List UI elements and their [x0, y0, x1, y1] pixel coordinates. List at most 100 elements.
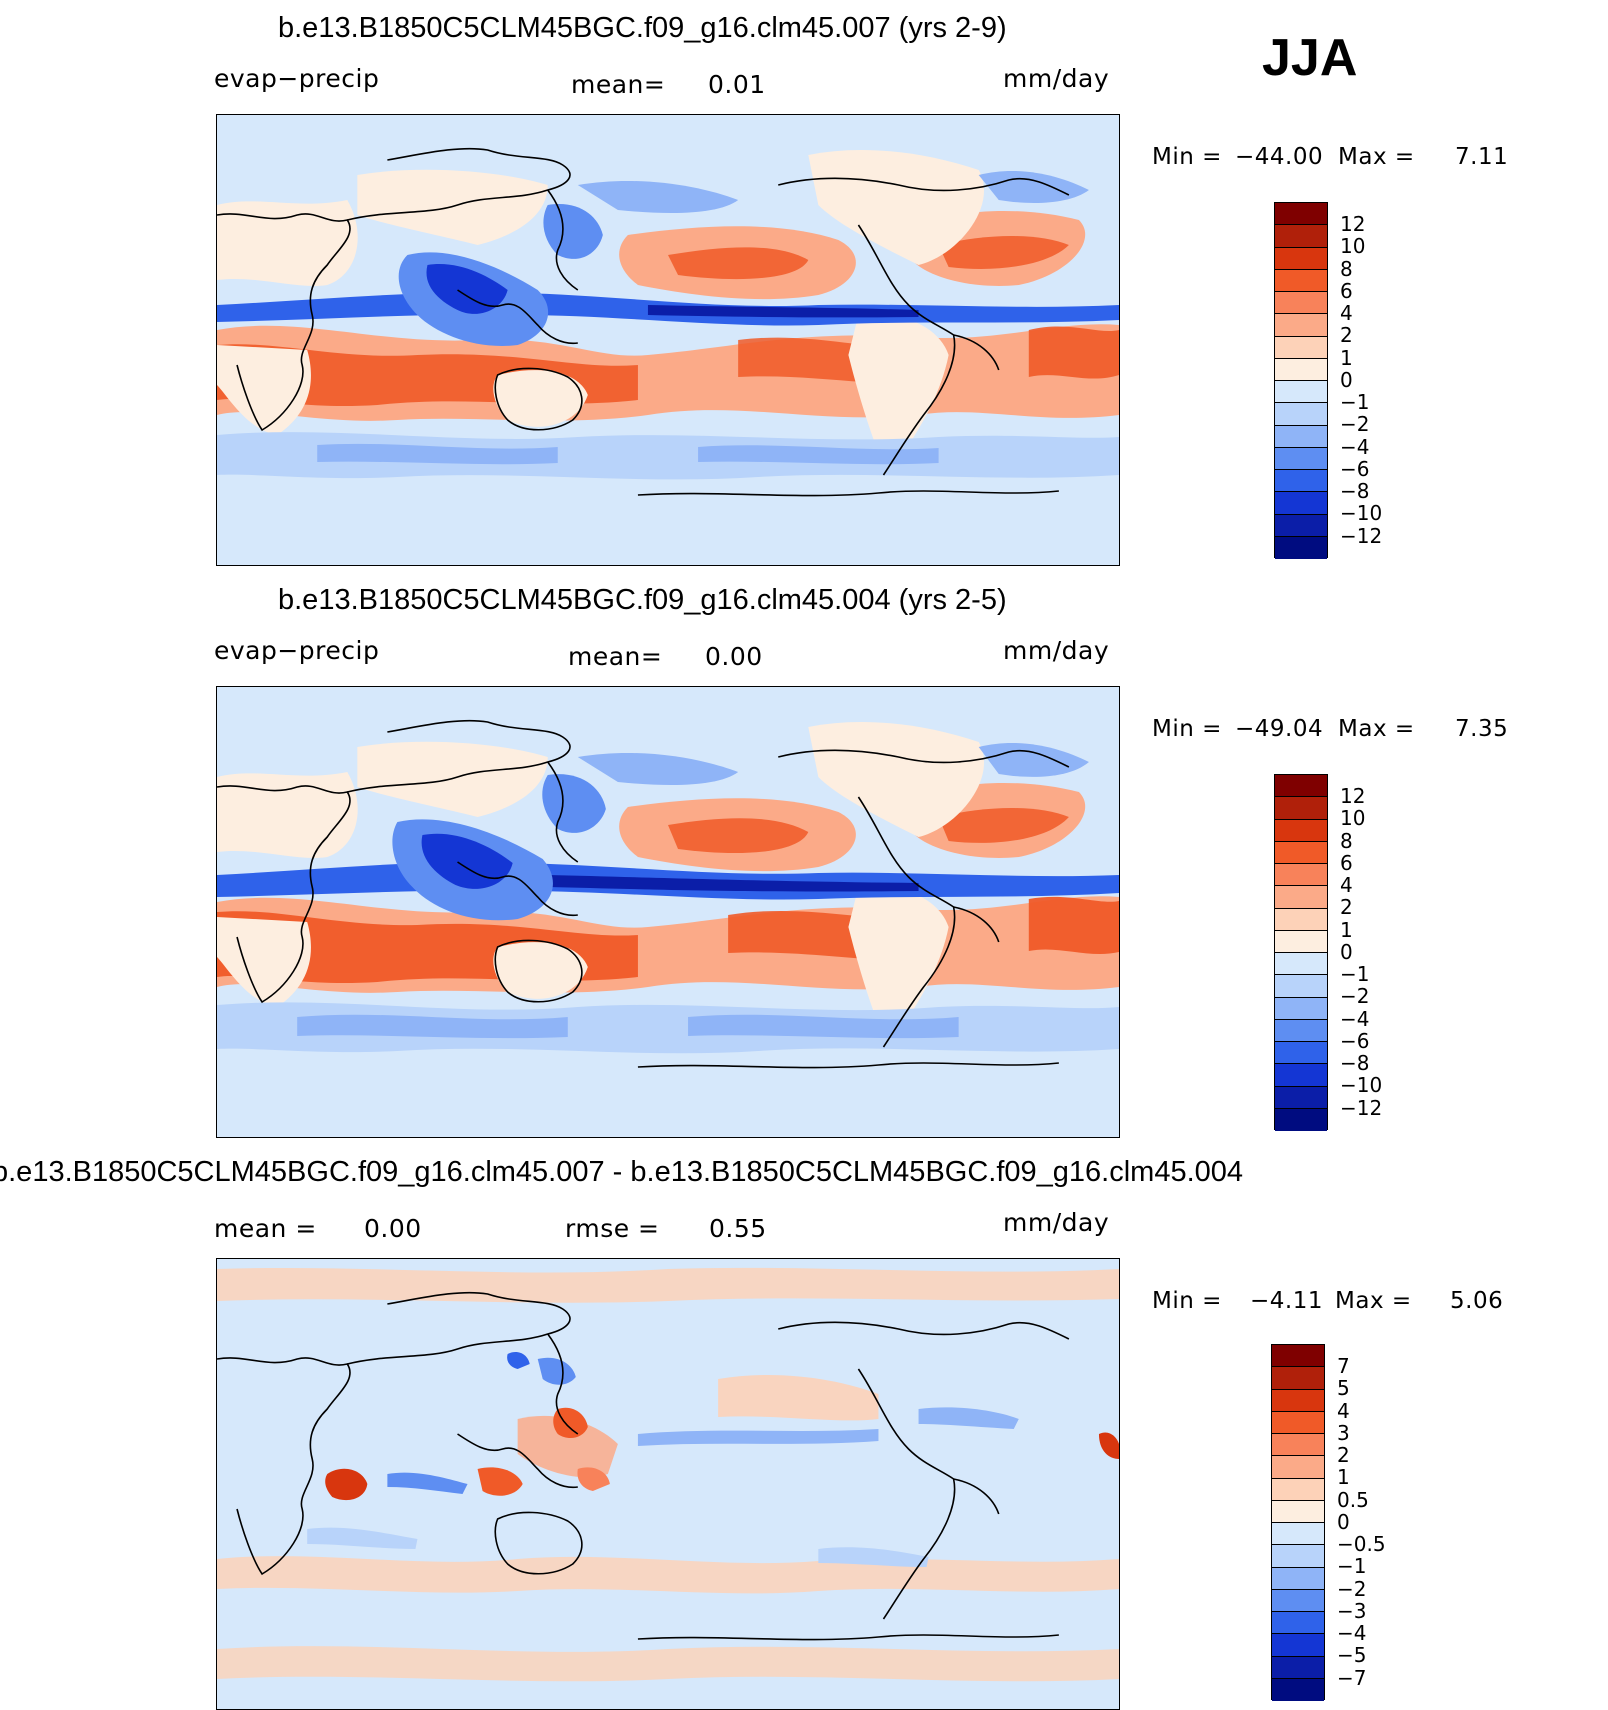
colorbar-tick-label: −2	[1340, 984, 1370, 1008]
panel-3-mean-value: 0.00	[364, 1214, 422, 1243]
colorbar-tick-label: −2	[1337, 1577, 1367, 1601]
panel-1-max-label: Max =	[1338, 144, 1415, 170]
panel-1-colorbar-swatch	[1275, 447, 1327, 470]
colorbar-tick-label: −8	[1340, 479, 1370, 503]
panel-2-colorbar	[1274, 774, 1328, 1131]
panel-2-units: mm/day	[1003, 636, 1110, 665]
panel-2-max-label: Max =	[1338, 716, 1415, 742]
colorbar-tick-label: 0	[1340, 368, 1353, 392]
panel-3-colorbar-swatch	[1272, 1523, 1324, 1546]
panel-3-colorbar-swatch	[1272, 1656, 1324, 1679]
colorbar-tick-label: −1	[1337, 1554, 1367, 1578]
colorbar-tick-label: −3	[1337, 1599, 1367, 1623]
colorbar-tick-label: 3	[1337, 1421, 1350, 1445]
panel-2-min-label: Min =	[1152, 716, 1222, 742]
colorbar-tick-label: 0	[1340, 940, 1353, 964]
panel-2-colorbar-swatch	[1275, 864, 1327, 887]
panel-1-colorbar-swatch	[1275, 492, 1327, 515]
colorbar-tick-label: 12	[1340, 212, 1366, 236]
panel-3-colorbar-swatch	[1272, 1634, 1324, 1657]
colorbar-tick-label: −5	[1337, 1643, 1367, 1667]
panel-3-colorbar-swatch	[1272, 1589, 1324, 1612]
colorbar-tick-label: 8	[1340, 829, 1353, 853]
colorbar-tick-label: −0.5	[1337, 1532, 1386, 1556]
season-label: JJA	[1262, 29, 1358, 87]
panel-2-colorbar-swatch	[1275, 953, 1327, 976]
colorbar-tick-label: 1	[1340, 346, 1353, 370]
colorbar-tick-label: −4	[1340, 1007, 1370, 1031]
panel-1-colorbar-swatch	[1275, 247, 1327, 270]
panel-1-colorbar-swatch	[1275, 381, 1327, 404]
panel-2-map	[216, 686, 1120, 1138]
panel-2-max-value: 7.35	[1455, 716, 1509, 742]
panel-1-min-label: Min =	[1152, 144, 1222, 170]
panel-1-units: mm/day	[1003, 64, 1110, 93]
colorbar-tick-label: 10	[1340, 234, 1366, 258]
panel-2-min-value: −49.04	[1235, 716, 1324, 742]
panel-1-colorbar	[1274, 202, 1328, 559]
panel-2-colorbar-swatch	[1275, 886, 1327, 909]
panel-2-colorbar-swatch	[1275, 819, 1327, 842]
panel-2-colorbar-swatch	[1275, 797, 1327, 820]
panel-1-colorbar-swatch	[1275, 225, 1327, 248]
panel-2-colorbar-swatch	[1275, 1019, 1327, 1042]
panel-3-colorbar-swatch	[1272, 1367, 1324, 1390]
panel-3-colorbar-swatch	[1272, 1478, 1324, 1501]
colorbar-tick-label: −10	[1340, 1073, 1383, 1097]
colorbar-tick-label: −10	[1340, 501, 1383, 525]
colorbar-tick-label: 6	[1340, 851, 1353, 875]
panel-2-colorbar-swatch	[1275, 1042, 1327, 1065]
panel-3-max-value: 5.06	[1450, 1288, 1504, 1314]
colorbar-tick-label: 2	[1337, 1443, 1350, 1467]
panel-1-colorbar-swatch	[1275, 536, 1327, 559]
panel-2-field-label: evap−precip	[214, 636, 380, 665]
colorbar-tick-label: −12	[1340, 524, 1383, 548]
panel-2-colorbar-swatch	[1275, 1108, 1327, 1131]
panel-2-colorbar-swatch	[1275, 841, 1327, 864]
colorbar-tick-label: 12	[1340, 784, 1366, 808]
panel-1-colorbar-swatch	[1275, 203, 1327, 226]
panel-3-rmse-label: rmse =	[565, 1214, 660, 1243]
colorbar-tick-label: 1	[1337, 1465, 1350, 1489]
panel-2-colorbar-swatch	[1275, 1086, 1327, 1109]
panel-1-colorbar-swatch	[1275, 470, 1327, 493]
panel-2-title: b.e13.B1850C5CLM45BGC.f09_g16.clm45.004 …	[278, 584, 1007, 616]
panel-2-mean-label: mean=	[568, 642, 663, 671]
colorbar-tick-label: 8	[1340, 257, 1353, 281]
colorbar-tick-label: 7	[1337, 1354, 1350, 1378]
panel-3-colorbar	[1271, 1344, 1325, 1701]
panel-1-colorbar-swatch	[1275, 514, 1327, 537]
colorbar-tick-label: −7	[1337, 1666, 1367, 1690]
panel-2-colorbar-swatch	[1275, 775, 1327, 798]
panel-3-map	[216, 1258, 1120, 1710]
panel-3-colorbar-swatch	[1272, 1389, 1324, 1412]
panel-1-colorbar-swatch	[1275, 336, 1327, 359]
panel-1-mean-value: 0.01	[708, 70, 766, 99]
panel-3-colorbar-swatch	[1272, 1345, 1324, 1368]
panel-2-colorbar-swatch	[1275, 975, 1327, 998]
panel-3-mean-label: mean =	[214, 1214, 317, 1243]
colorbar-tick-label: 1	[1340, 918, 1353, 942]
colorbar-tick-label: −6	[1340, 1029, 1370, 1053]
panel-3-min-value: −4.11	[1250, 1288, 1323, 1314]
colorbar-tick-label: −8	[1340, 1051, 1370, 1075]
panel-2-colorbar-swatch	[1275, 1064, 1327, 1087]
panel-1-colorbar-swatch	[1275, 403, 1327, 426]
panel-2-colorbar-swatch	[1275, 908, 1327, 931]
colorbar-tick-label: −1	[1340, 962, 1370, 986]
panel-3-colorbar-swatch	[1272, 1411, 1324, 1434]
colorbar-tick-label: 4	[1337, 1399, 1350, 1423]
panel-1-title: b.e13.B1850C5CLM45BGC.f09_g16.clm45.007 …	[278, 12, 1007, 44]
panel-2-colorbar-swatch	[1275, 930, 1327, 953]
panel-2-colorbar-swatch	[1275, 997, 1327, 1020]
colorbar-tick-label: 2	[1340, 323, 1353, 347]
panel-1-mean-label: mean=	[571, 70, 666, 99]
colorbar-tick-label: −6	[1340, 457, 1370, 481]
colorbar-tick-label: 5	[1337, 1376, 1350, 1400]
panel-3-min-label: Min =	[1152, 1288, 1222, 1314]
colorbar-tick-label: −4	[1337, 1621, 1367, 1645]
colorbar-tick-label: −1	[1340, 390, 1370, 414]
panel-3-colorbar-swatch	[1272, 1456, 1324, 1479]
panel-3-units: mm/day	[1003, 1208, 1110, 1237]
colorbar-tick-label: 4	[1340, 873, 1353, 897]
